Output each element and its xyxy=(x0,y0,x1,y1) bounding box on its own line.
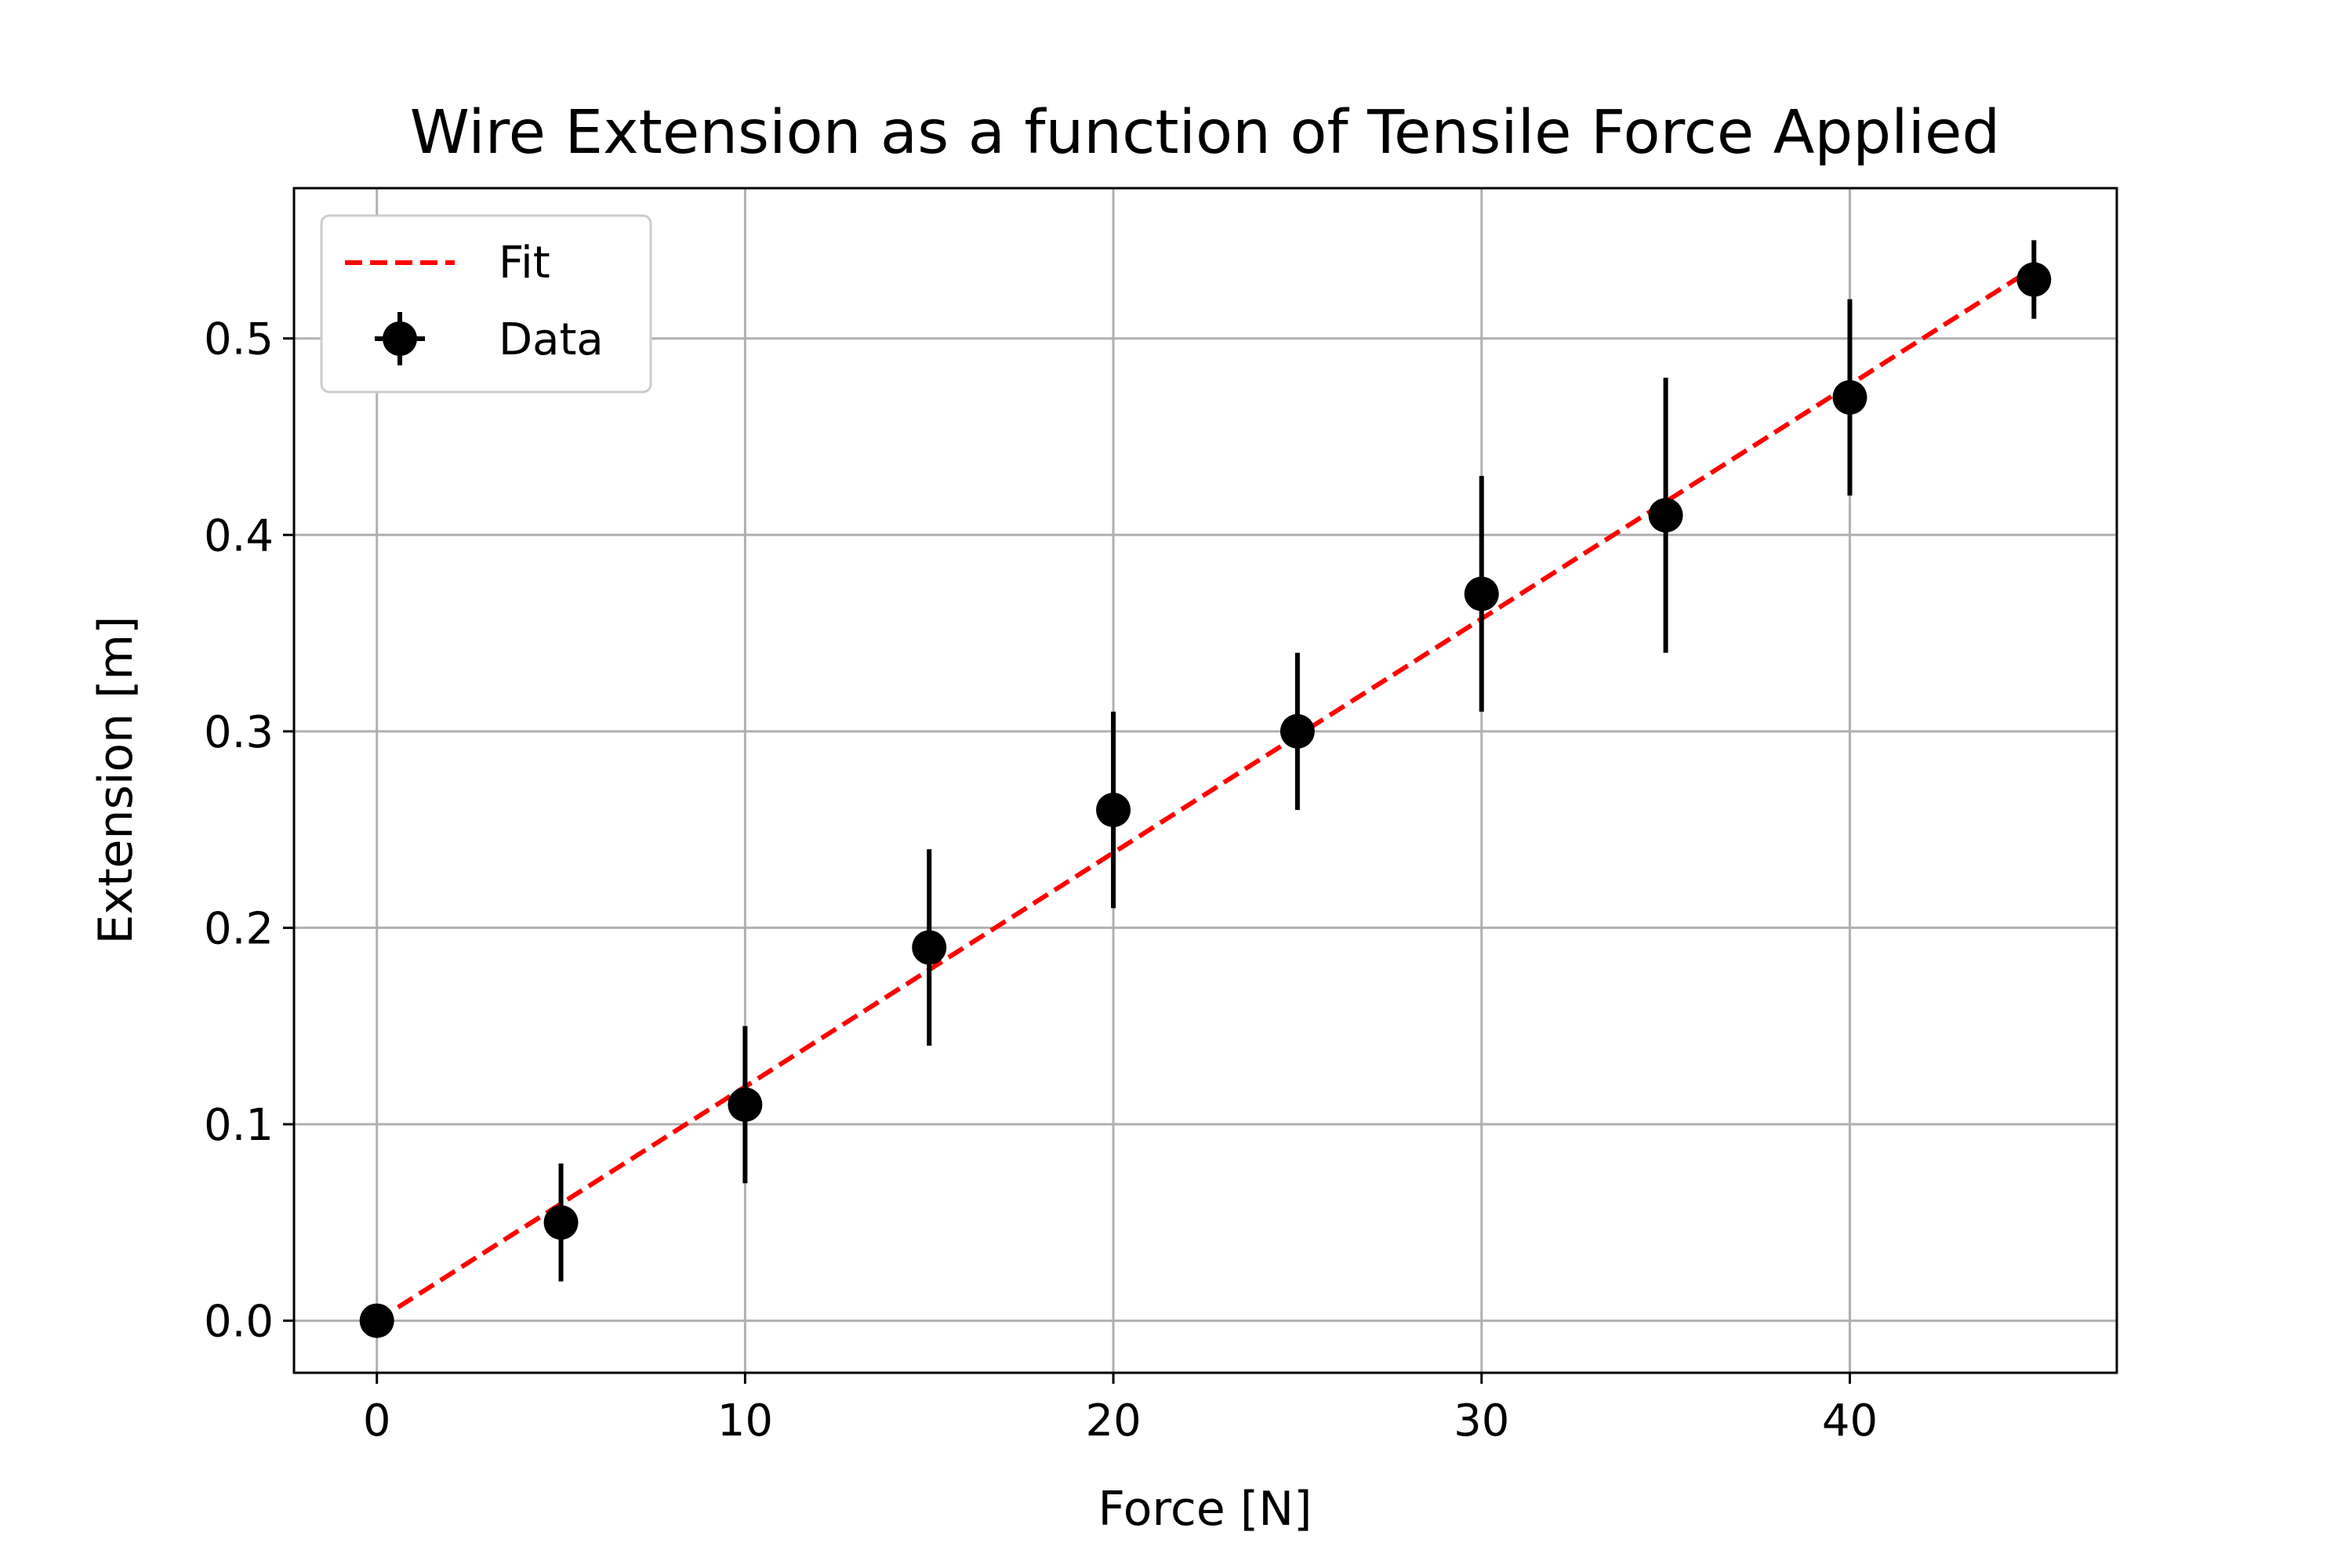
data-point xyxy=(728,1087,763,1122)
x-axis-label: Force [N] xyxy=(1098,1482,1312,1537)
chart-title: Wire Extension as a function of Tensile … xyxy=(410,98,2000,168)
data-point xyxy=(2016,262,2052,297)
y-tick-label: 0.0 xyxy=(204,1297,274,1348)
legend-data-swatch-marker xyxy=(383,321,417,356)
data-point xyxy=(543,1205,579,1240)
legend-data-label: Data xyxy=(499,314,604,365)
y-tick-label: 0.5 xyxy=(204,314,274,365)
legend-fit-label: Fit xyxy=(499,238,550,289)
y-tick-label: 0.1 xyxy=(204,1100,274,1151)
x-tick-label: 20 xyxy=(1085,1396,1141,1446)
plot-frame xyxy=(292,187,2118,1374)
data-point xyxy=(359,1303,394,1338)
data-point xyxy=(1648,498,1683,533)
data-point xyxy=(1832,379,1867,415)
fit-layer xyxy=(376,265,2035,1323)
ticks: 0 10 20 30 40 0.0 0.1 0.2 0.3 0.4 0.5 xyxy=(204,314,1878,1446)
data-layer xyxy=(359,240,2052,1338)
x-tick-label: 10 xyxy=(717,1396,773,1446)
data-point xyxy=(912,930,947,965)
x-tick-label: 0 xyxy=(363,1396,391,1446)
data-point xyxy=(1096,793,1131,828)
data-point xyxy=(1279,713,1315,749)
legend-box xyxy=(320,214,652,394)
y-tick-label: 0.4 xyxy=(204,510,274,561)
y-tick-label: 0.2 xyxy=(204,903,274,954)
data-point xyxy=(1464,576,1499,612)
fit-line xyxy=(376,265,2035,1323)
y-tick-label: 0.3 xyxy=(204,707,274,758)
y-axis-label: Extension [m] xyxy=(89,616,143,945)
x-tick-label: 30 xyxy=(1454,1396,1509,1446)
x-tick-label: 40 xyxy=(1822,1396,1878,1446)
legend: Fit Data xyxy=(320,214,652,394)
